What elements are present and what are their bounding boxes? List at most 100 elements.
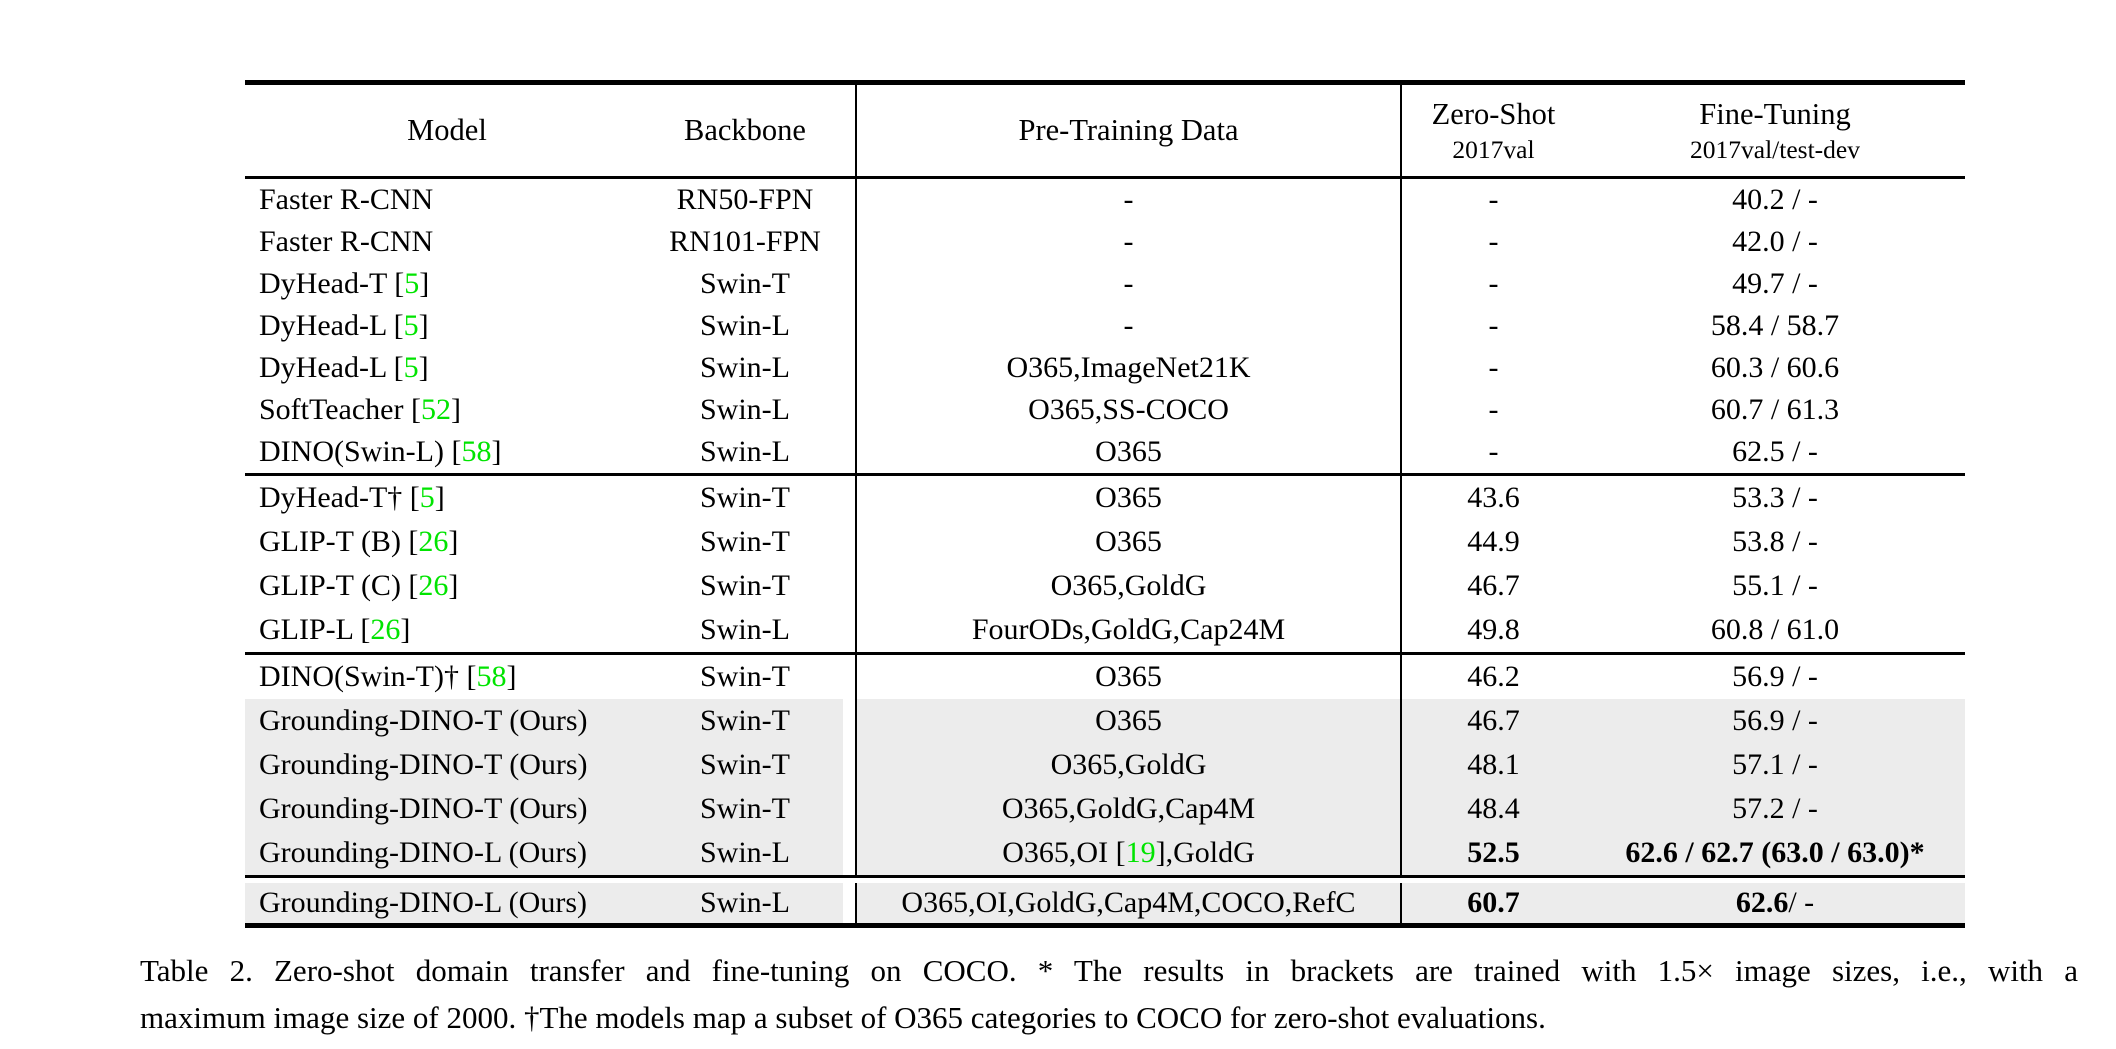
cell-pretrain: - — [855, 305, 1400, 347]
cell-zeroshot: - — [1400, 305, 1585, 347]
header-model: Model — [407, 113, 487, 147]
cell-zeroshot: 44.9 — [1400, 520, 1585, 564]
cell-zeroshot: - — [1400, 263, 1585, 305]
cell-text: ] — [450, 393, 461, 426]
cell-text: ] — [400, 613, 411, 646]
cell-zeroshot: 46.2 — [1400, 655, 1585, 699]
cell-text: Grounding-DINO-L (Ours) — [259, 836, 587, 869]
cell-text: O365 — [1095, 481, 1162, 514]
cell-model: Grounding-DINO-L (Ours) — [245, 831, 635, 875]
cell-backbone: Swin-T — [700, 704, 790, 737]
cell-pretrain: O365 — [855, 476, 1400, 520]
cell-pretrain: O365,GoldG — [855, 743, 1400, 787]
cell-text: 60.8 / 61.0 — [1710, 613, 1840, 646]
header-pretraining-data: Pre-Training Data — [855, 85, 1400, 176]
cell-finetune: 53.8 / - — [1585, 520, 1965, 564]
cell-model: DINO(Swin-L) [58] — [245, 431, 635, 473]
citation-link[interactable]: 58 — [476, 660, 507, 693]
citation-link[interactable]: 26 — [418, 569, 449, 602]
cell-text: 57.1 / - — [1732, 748, 1818, 781]
cell-model: SoftTeacher [52] — [245, 389, 635, 431]
cell-text: GLIP-T (C) [ — [259, 569, 419, 602]
table-group-zeroshot-baselines: DyHead-T† [5] Swin-T O365 43.6 53.3 / - GLIP-… — [245, 476, 1965, 652]
cell-backbone: RN101-FPN — [669, 225, 821, 258]
cell-backbone: Swin-L — [700, 351, 790, 384]
cell-text: O365,ImageNet21K — [1006, 351, 1251, 384]
table-group-baselines: Faster R-CNN RN50-FPN - -40.2 / - Faster R-C… — [245, 179, 1965, 473]
citation-link[interactable]: 52 — [420, 393, 451, 426]
header-zero-shot-title: Zero-Shot — [1431, 97, 1556, 132]
header-zero-shot: Zero-Shot 2017val — [1400, 85, 1585, 176]
cell-text: 53.3 / - — [1732, 481, 1818, 514]
citation-link[interactable]: 58 — [461, 435, 492, 468]
group-separator-rule — [245, 652, 1965, 655]
header-fine-tuning: Fine-Tuning 2017val/test-dev — [1585, 85, 1965, 176]
cell-zeroshot: - — [1400, 389, 1585, 431]
citation-link[interactable]: 26 — [418, 525, 449, 558]
cell-finetune: 62.6 / 62.7 (63.0 / 63.0)* — [1585, 831, 1965, 875]
cell-pretrain: O365 — [855, 699, 1400, 743]
header-zero-shot-subtitle: 2017val — [1452, 134, 1535, 164]
cell-finetune: 62.5 / - — [1585, 431, 1965, 473]
table-row: DyHead-T [5] Swin-T - - 49.7 / - — [245, 263, 1965, 305]
cell-text: ] — [491, 435, 502, 468]
cell-model: DyHead-T† [5] — [245, 476, 635, 520]
cell-finetune: 49.7 / - — [1585, 263, 1965, 305]
cell-text: Grounding-DINO-T (Ours) — [259, 748, 588, 781]
cell-finetune: 62.6 / - — [1585, 883, 1965, 923]
cell-text: ],GoldG — [1155, 836, 1255, 869]
citation-link[interactable]: 19 — [1125, 836, 1156, 869]
cell-pretrain: O365,GoldG — [855, 564, 1400, 608]
group-separator-rule — [245, 473, 1965, 476]
cell-text: 49.7 / - — [1732, 267, 1818, 300]
cell-text: 40.2 / - — [1732, 183, 1818, 216]
cell-text: Faster R-CNN — [259, 183, 434, 216]
cell-text: ] — [418, 351, 429, 384]
cell-text: 62.5 / - — [1732, 435, 1818, 468]
cell-text: ] — [448, 525, 459, 558]
cell-text: DINO(Swin-L) [ — [259, 435, 462, 468]
cell-backbone: Swin-L — [700, 886, 790, 919]
cell-model: Grounding-DINO-L (Ours) — [245, 883, 635, 923]
cell-backbone: RN50-FPN — [676, 183, 814, 216]
cell-text: DINO(Swin-T)† [ — [259, 660, 477, 693]
cell-text: Grounding-DINO-T (Ours) — [259, 704, 588, 737]
citation-link[interactable]: 5 — [403, 351, 419, 384]
citation-link[interactable]: 26 — [370, 613, 401, 646]
table-row: Faster R-CNN RN50-FPN - - 40.2 / - — [245, 179, 1965, 221]
cell-zeroshot: - — [1400, 179, 1585, 221]
cell-text: 56.9 / - — [1732, 704, 1818, 737]
cell-finetune: 40.2 / - — [1585, 179, 1965, 221]
cell-model: Grounding-DINO-T (Ours) — [245, 699, 635, 743]
cell-pretrain: O365 — [855, 655, 1400, 699]
cell-text: O365 — [1095, 660, 1162, 693]
citation-link[interactable]: 5 — [419, 481, 435, 514]
cell-text: O365,GoldG,Cap4M — [1001, 792, 1256, 825]
citation-link[interactable]: 5 — [403, 309, 419, 342]
cell-pretrain: O365 — [855, 431, 1400, 473]
cell-text: DyHead-L [ — [259, 309, 404, 342]
cell-zeroshot: 48.1 — [1400, 743, 1585, 787]
cell-model: Faster R-CNN — [245, 179, 635, 221]
cell-text: ] — [506, 660, 517, 693]
cell-text: 58.4 / 58.7 — [1710, 309, 1840, 342]
cell-backbone: Swin-T — [700, 660, 790, 693]
cell-text: - — [1123, 183, 1134, 216]
cell-backbone: Swin-L — [700, 613, 790, 646]
cell-finetune: 57.1 / - — [1585, 743, 1965, 787]
cell-text: DyHead-T† [ — [259, 481, 420, 514]
cell-text: 57.2 / - — [1732, 792, 1818, 825]
citation-link[interactable]: 5 — [404, 267, 420, 300]
cell-finetune: 55.1 / - — [1585, 564, 1965, 608]
cell-pretrain: O365,OI,GoldG,Cap4M,COCO,RefC — [855, 883, 1400, 923]
cell-zeroshot: - — [1400, 431, 1585, 473]
cell-text: O365,OI,GoldG,Cap4M,COCO,RefC — [901, 886, 1356, 919]
cell-text: 60.3 / 60.6 — [1710, 351, 1840, 384]
cell-text: O365,SS-COCO — [1028, 393, 1229, 426]
cell-backbone: Swin-T — [700, 481, 790, 514]
cell-text: 55.1 / - — [1732, 569, 1818, 602]
cell-pretrain: O365,ImageNet21K — [855, 347, 1400, 389]
cell-model: GLIP-T (B) [26] — [245, 520, 635, 564]
table-row: Grounding-DINO-L (Ours) Swin-L O365,OI [19… — [245, 831, 1965, 875]
cell-text: 62.6 — [1735, 886, 1789, 919]
